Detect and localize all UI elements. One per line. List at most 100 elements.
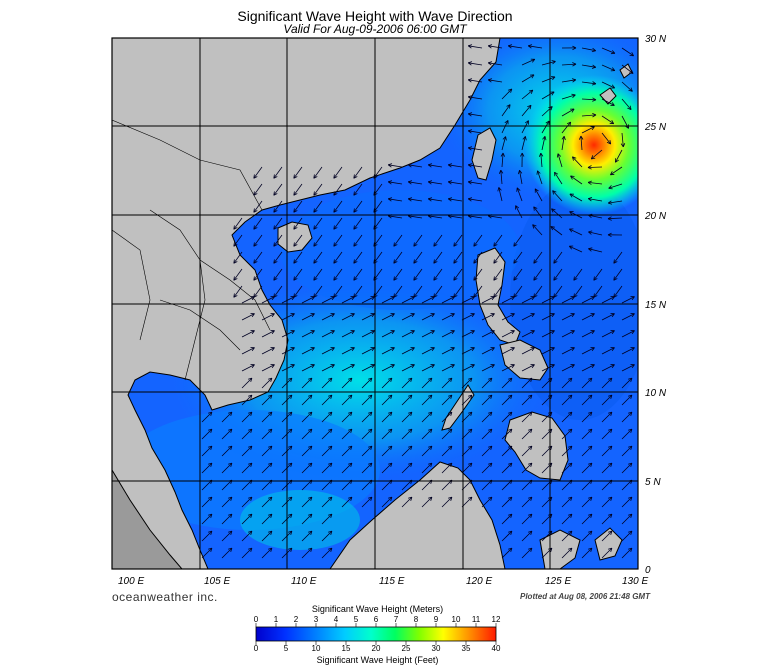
wave-arrow-head (522, 136, 526, 140)
wave-arrow-head (507, 530, 513, 533)
wave-arrow-head (250, 394, 253, 400)
wave-arrow (615, 149, 623, 163)
wave-arrow (601, 132, 612, 145)
wave-arrow (553, 268, 563, 281)
wave-arrow-head (550, 226, 553, 231)
wave-arrow (261, 530, 273, 542)
wave-arrow (561, 364, 575, 372)
wave-arrow-head (453, 276, 455, 281)
wave-arrow (261, 296, 275, 304)
wave-arrow-head (450, 445, 453, 451)
wave-arrow-head (551, 330, 555, 335)
wave-arrow (521, 530, 533, 542)
wave-arrow-head (253, 259, 255, 264)
wave-arrow-head (413, 259, 415, 264)
wave-arrow-head (550, 513, 553, 519)
wave-arrow-head (525, 136, 527, 141)
wave-arrow-head (233, 242, 235, 247)
wave-arrow-head (468, 78, 473, 81)
wave-arrow-head (393, 259, 395, 264)
wave-arrow-head (500, 169, 504, 174)
wave-arrow-head (551, 91, 555, 96)
wave-arrow (621, 394, 633, 406)
wave-arrow-head (450, 462, 453, 468)
lat-label-30n: 30 N (645, 34, 667, 45)
wave-arrow (241, 445, 253, 457)
wave-arrow-head (293, 276, 295, 281)
wave-arrow (421, 296, 435, 304)
wave-arrow-head (587, 530, 593, 533)
wave-arrow (401, 411, 413, 423)
wave-arrow (293, 166, 303, 179)
wave-arrow (561, 108, 575, 117)
wave-arrow-head (427, 377, 433, 380)
wave-arrow-head (353, 225, 355, 230)
wave-arrow-head (607, 216, 612, 220)
wave-arrow-head (250, 530, 253, 536)
wave-arrow-head (530, 530, 533, 536)
wave-arrow (519, 170, 523, 185)
wave-arrow (461, 347, 475, 355)
wave-arrow (381, 394, 393, 406)
wave-arrow (621, 445, 633, 457)
colorbar-meter-tick: 11 (471, 615, 481, 624)
wave-arrow (341, 313, 355, 321)
wave-arrow (621, 132, 624, 147)
wave-arrow (241, 530, 253, 542)
wave-arrow-head (568, 245, 573, 250)
wave-arrow (621, 513, 633, 525)
wave-arrow-head (607, 428, 613, 431)
wave-arrow-head (511, 313, 515, 318)
wave-arrow-head (287, 445, 293, 448)
wave-arrow (221, 513, 233, 525)
wave-arrow-head (451, 330, 455, 335)
wave-arrow-head (347, 394, 353, 397)
wave-arrow-head (513, 244, 518, 247)
wave-arrow-head (353, 191, 355, 196)
wave-arrow-head (470, 411, 473, 417)
wave-arrow-head (291, 330, 295, 335)
wave-arrow-head (490, 394, 493, 400)
wave-arrow-head (387, 164, 392, 168)
wave-arrow (261, 364, 275, 372)
wave-arrow-head (567, 428, 573, 431)
wave-arrow-head (453, 278, 458, 281)
wave-arrow-head (367, 377, 373, 380)
wave-arrow-head (470, 462, 473, 468)
wave-arrow-head (270, 428, 273, 434)
wave-arrow-head (468, 129, 473, 132)
wave-arrow-head (271, 330, 275, 335)
wave-arrow-head (207, 496, 213, 499)
wave-arrow-head (247, 377, 253, 380)
wave-arrow (473, 234, 483, 247)
wave-arrow-head (293, 278, 298, 281)
wave-arrow (541, 330, 555, 338)
wave-arrow (601, 98, 615, 106)
wave-arrow (273, 217, 283, 230)
wave-arrow (608, 183, 623, 189)
wave-arrow-head (391, 347, 395, 352)
wave-arrow-head (448, 197, 453, 200)
wave-arrow-head (591, 126, 595, 131)
wave-arrow-head (527, 377, 533, 380)
wave-arrow (441, 462, 453, 474)
wave-arrow (601, 347, 615, 355)
wave-arrow-head (592, 81, 597, 85)
wave-arrow-head (607, 462, 613, 465)
wave-arrow-head (470, 496, 473, 502)
wave-arrow-head (250, 377, 253, 383)
wave-arrow-head (387, 377, 393, 380)
wave-arrow (333, 166, 343, 179)
wave-arrow (441, 496, 453, 508)
colorbar-meter-tick: 2 (293, 615, 299, 624)
wave-arrow-head (273, 278, 278, 281)
wave-arrow-head (493, 261, 498, 264)
wave-arrow (353, 268, 363, 281)
wave-arrow-head (407, 394, 413, 397)
wave-arrow-head (230, 428, 233, 434)
wave-arrow (552, 190, 563, 202)
wave-arrow (333, 183, 343, 196)
wave-arrow-head (467, 62, 472, 66)
wave-arrow-head (448, 180, 453, 183)
